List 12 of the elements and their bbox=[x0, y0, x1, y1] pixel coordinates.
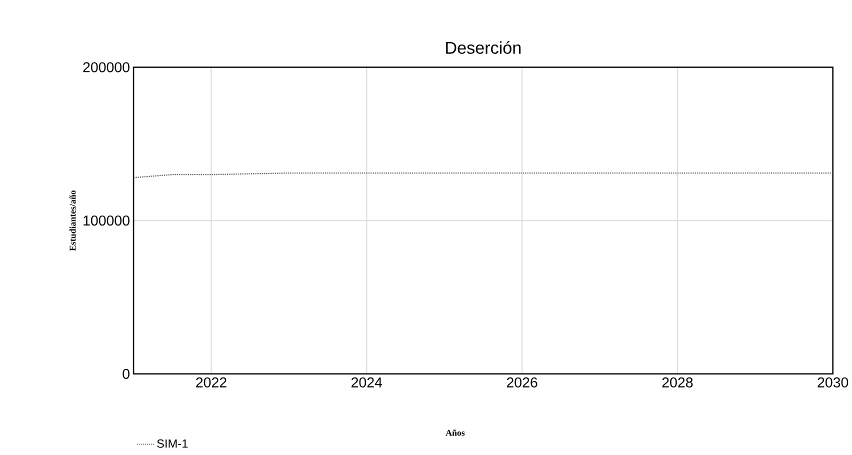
legend-label: SIM-1 bbox=[157, 439, 188, 448]
x-axis-title: Años bbox=[446, 430, 465, 436]
x-tick-label: 2028 bbox=[662, 377, 693, 388]
x-tick-label: 2024 bbox=[352, 377, 382, 388]
x-tick-label: 2022 bbox=[196, 377, 226, 388]
y-tick-label: 100000 bbox=[84, 216, 130, 226]
y-tick-label: 200000 bbox=[83, 62, 130, 72]
x-tick-label: 2030 bbox=[818, 377, 848, 388]
x-tick-label: 2026 bbox=[506, 377, 538, 388]
y-tick-label: 0 bbox=[122, 368, 130, 379]
y-axis-title: Estudiantes/año bbox=[69, 190, 76, 251]
chart-title: Deserción bbox=[446, 41, 521, 54]
